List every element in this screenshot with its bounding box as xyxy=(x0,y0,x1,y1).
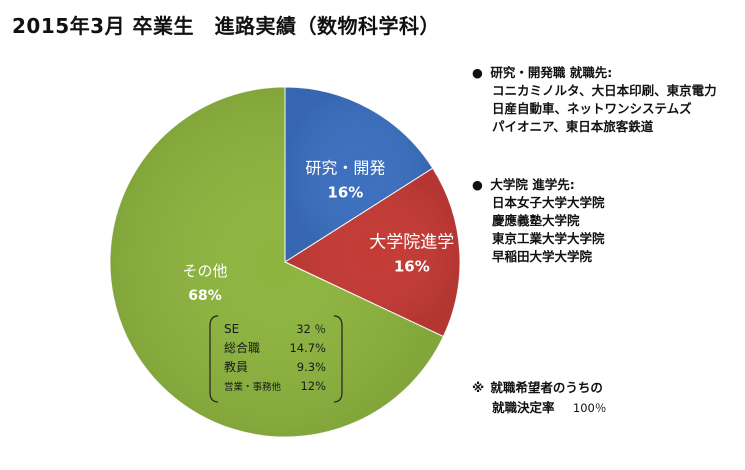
footnote-line1: 就職希望者のうちの xyxy=(490,380,603,395)
slice-value-label: 68% xyxy=(188,288,222,304)
breakdown-item-label: 総合職 xyxy=(224,340,260,355)
slice-label: 研究・開発 xyxy=(305,159,385,178)
bullet-icon: ● xyxy=(472,65,483,80)
employment-line: コニカミノルタ、大日本印刷、東京電力 xyxy=(492,83,717,98)
breakdown-bracket-right xyxy=(333,315,343,403)
graduate-line: 東京工業大学大学院 xyxy=(492,231,605,246)
breakdown-item-value: 14.7% xyxy=(289,341,326,355)
slice-value-label: 16% xyxy=(394,257,430,275)
chart-title: 2015年3月 卒業生 進路実績（数物科学科） xyxy=(12,14,441,38)
employment-rate-note: ※ 就職希望者のうちの 就職決定率 100％ xyxy=(472,378,606,418)
slice-value-label: 16% xyxy=(327,184,363,202)
breakdown-item-value: 9.3% xyxy=(297,360,326,374)
graduate-notes: ● 大学院 進学先: 日本女子大学大学院 慶應義塾大学院 東京工業大学大学院 早… xyxy=(472,176,605,266)
graduate-line: 慶應義塾大学院 xyxy=(492,213,580,228)
slice-label: 大学院進学 xyxy=(369,232,454,252)
breakdown-item-value: 12% xyxy=(300,379,326,393)
graduate-line: 早稲田大学大学院 xyxy=(492,249,593,264)
slice-label: その他 xyxy=(182,262,227,280)
breakdown-bracket-left xyxy=(209,315,219,403)
other-breakdown: SE 32 ％ 総合職 14.7% 教員 9.3% 営業・事務他 12% xyxy=(209,315,343,403)
breakdown-item-label: 営業・事務他 xyxy=(224,381,282,393)
breakdown-item-value: 32 ％ xyxy=(296,322,326,336)
graduate-heading: 大学院 進学先: xyxy=(490,177,575,192)
reference-mark-icon: ※ xyxy=(472,380,485,395)
employment-line: パイオニア、東日本旅客鉄道 xyxy=(492,119,654,134)
pie-labels: 研究・開発 16% 大学院進学 16% その他 68% xyxy=(182,159,454,304)
footnote-line2: 就職決定率 xyxy=(492,400,555,415)
breakdown-item-label: SE xyxy=(224,322,239,336)
employment-rate-value: 100％ xyxy=(572,401,607,415)
breakdown-item-label: 教員 xyxy=(224,359,248,374)
employment-heading: 研究・開発職 就職先: xyxy=(490,65,613,80)
pie-slice-shade xyxy=(109,87,444,438)
graduate-line: 日本女子大学大学院 xyxy=(492,195,605,210)
pie-slice-shade xyxy=(285,87,433,262)
employment-notes: ● 研究・開発職 就職先: コニカミノルタ、大日本印刷、東京電力 日産自動車、ネ… xyxy=(472,64,717,136)
pie-slice-shade xyxy=(285,168,460,337)
employment-line: 日産自動車、ネットワンシステムズ xyxy=(492,101,692,116)
bullet-icon: ● xyxy=(472,177,483,192)
pie-slices xyxy=(109,86,461,438)
